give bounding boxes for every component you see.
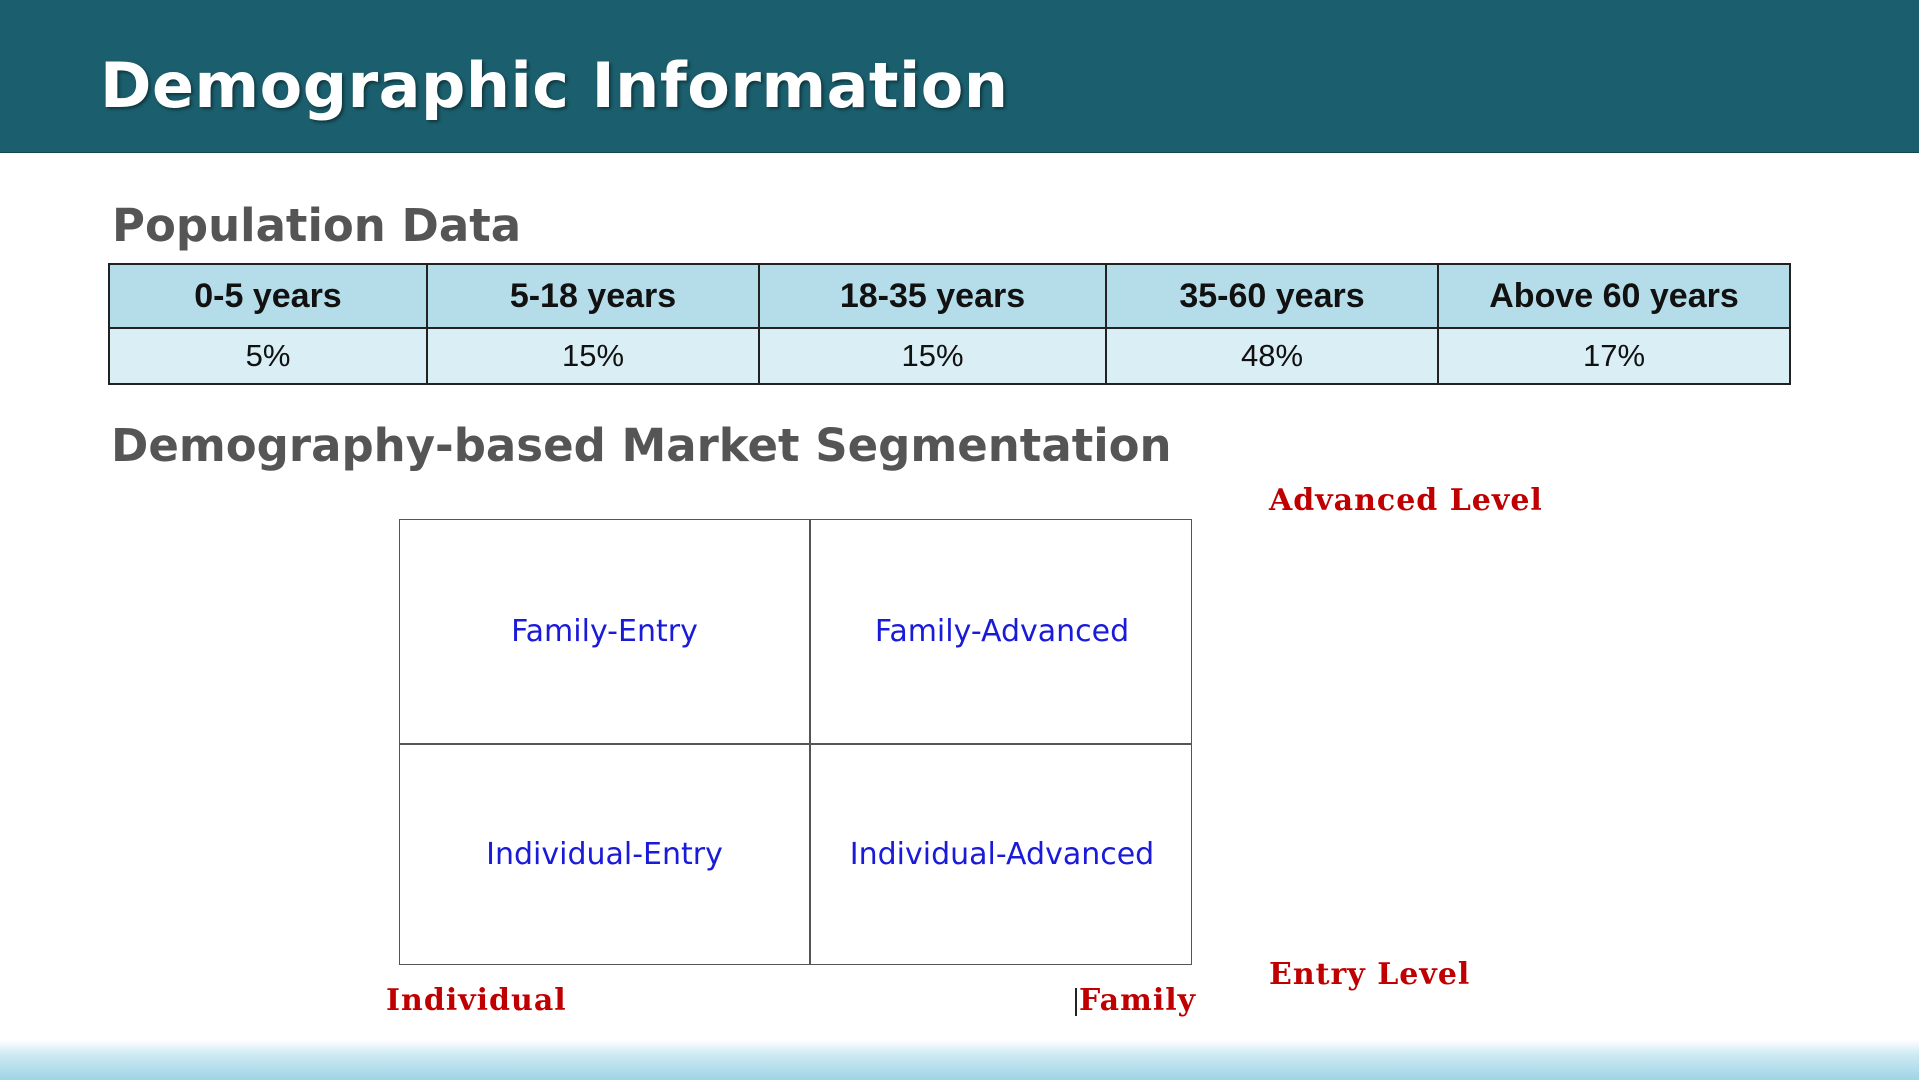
text-cursor [1075,988,1077,1016]
header-bar: Demographic Information [0,0,1919,153]
table-cell: 17% [1437,327,1791,385]
matrix-vertical-divider [809,520,811,964]
axis-label-entry-level: Entry Level [1269,957,1471,992]
column-header: 35-60 years [1105,263,1439,329]
axis-label-individual: Individual [386,983,567,1018]
segmentation-matrix: Family-Entry Family-Advanced Individual-… [399,519,1192,965]
slide-title: Demographic Information [100,49,1009,122]
matrix-horizontal-divider [400,743,1191,745]
population-table: 0-5 years 5-18 years 18-35 years 35-60 y… [108,263,1791,385]
quadrant-individual-entry: Individual-Entry [486,837,723,872]
quadrant-family-entry: Family-Entry [511,614,698,649]
column-header: 5-18 years [426,263,760,329]
column-header: 0-5 years [108,263,428,329]
table-cell: 5% [108,327,428,385]
axis-label-advanced-level: Advanced Level [1269,483,1543,518]
column-header: 18-35 years [758,263,1107,329]
quadrant-family-advanced: Family-Advanced [874,614,1130,649]
table-cell: 15% [426,327,760,385]
table-cell: 15% [758,327,1107,385]
column-header: Above 60 years [1437,263,1791,329]
table-cell: 48% [1105,327,1439,385]
population-heading: Population Data [112,199,522,252]
footer-band [0,1040,1919,1080]
axis-label-family-container: Family [1075,983,1196,1018]
quadrant-individual-advanced: Individual-Advanced [849,837,1155,872]
axis-label-family: Family [1079,983,1197,1018]
table-row: 5% 15% 15% 48% 17% [108,327,1791,385]
table-header-row: 0-5 years 5-18 years 18-35 years 35-60 y… [108,263,1791,329]
segmentation-heading: Demography-based Market Segmentation [111,419,1172,472]
